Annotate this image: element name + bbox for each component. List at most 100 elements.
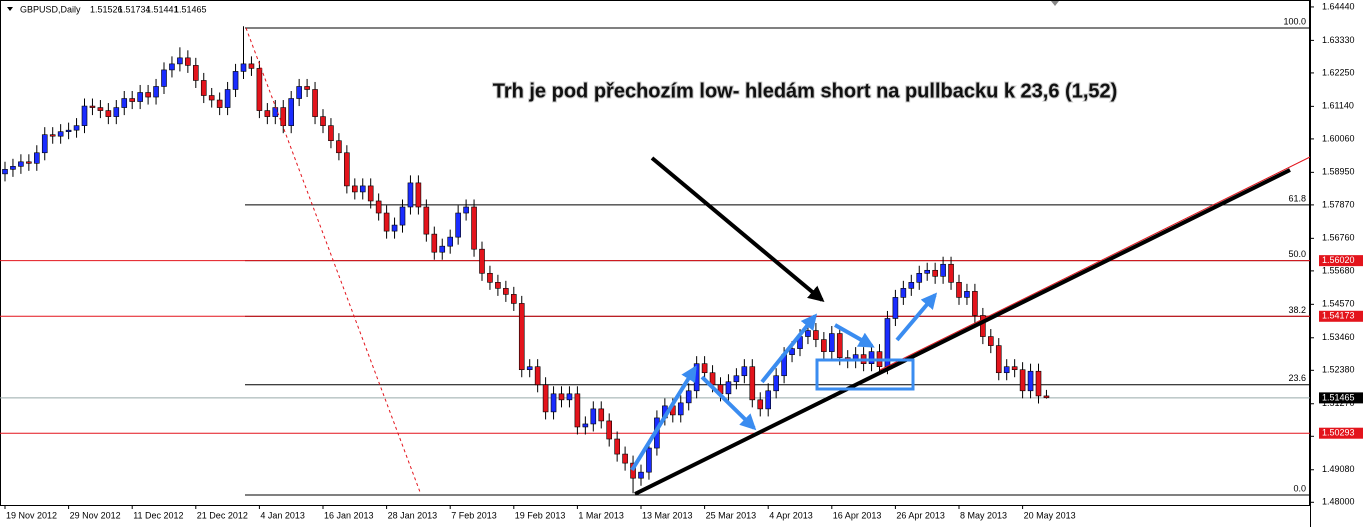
- candle-body: [495, 282, 501, 289]
- candle-body: [598, 408, 605, 422]
- trend-line: [634, 168, 1291, 496]
- candle-body: [510, 294, 517, 304]
- candle-body: [892, 297, 899, 319]
- y-tick-label: 1.60060: [1322, 133, 1355, 143]
- candle-body: [987, 336, 994, 346]
- y-tick-label: 1.53460: [1322, 332, 1355, 342]
- candle-body: [57, 131, 64, 137]
- x-tick-label: 26 Apr 2013: [896, 510, 945, 520]
- fib-label: 50.0: [1288, 249, 1306, 259]
- menu-icon: [7, 7, 13, 11]
- candle-body: [558, 393, 565, 401]
- y-tick-label: 1.57870: [1322, 199, 1355, 209]
- annotation: Trh je pod přechozím low- hledám short n…: [493, 80, 1118, 102]
- candle-body: [264, 110, 271, 117]
- x-tick-label: 16 Jan 2013: [324, 510, 374, 520]
- candle-body: [606, 420, 613, 440]
- candle-body: [542, 384, 549, 413]
- candle-body: [908, 282, 915, 289]
- ohlc: 1.51441: [146, 4, 179, 14]
- candle-body: [972, 291, 978, 316]
- fib-label: 100.0: [1283, 16, 1306, 26]
- y-tick-label: 1.49080: [1322, 464, 1355, 474]
- y-tick-label: 1.54570: [1322, 299, 1355, 309]
- candle-body: [177, 57, 183, 65]
- candle-body: [916, 272, 923, 283]
- candle-body: [312, 89, 318, 117]
- candle-body: [805, 330, 811, 337]
- candle-body: [185, 57, 191, 66]
- arrow: [834, 323, 875, 348]
- candle-body: [121, 98, 128, 108]
- candle-body: [701, 363, 708, 374]
- candle-body: [614, 438, 620, 455]
- candle-body: [232, 71, 239, 90]
- candle-body: [129, 98, 135, 102]
- candle-body: [693, 363, 700, 392]
- candle-body: [813, 330, 819, 340]
- candle-body: [399, 206, 406, 226]
- x-tick-label: 8 May 2013: [960, 510, 1007, 520]
- candle-body: [200, 80, 207, 96]
- candle-body: [208, 95, 215, 101]
- candle-body: [240, 63, 247, 72]
- candle-body: [1019, 369, 1026, 392]
- candle-body: [415, 182, 422, 208]
- candle-body: [391, 224, 398, 232]
- candle-body: [550, 393, 557, 413]
- candle-body: [344, 152, 350, 187]
- candle-body: [995, 345, 1002, 374]
- x-tick-label: 4 Jan 2013: [260, 510, 305, 520]
- candle-body: [73, 125, 80, 131]
- x-tick-label: 19 Nov 2012: [6, 510, 57, 520]
- candle-body: [1027, 370, 1034, 392]
- candle-body: [328, 125, 334, 142]
- x-tick-label: 11 Dec 2012: [133, 510, 183, 520]
- x-tick-label: 29 Nov 2012: [70, 510, 121, 520]
- candle-body: [10, 166, 16, 170]
- candle-body: [757, 399, 764, 410]
- candle-body: [868, 351, 875, 364]
- x-tick-label: 7 Feb 2013: [451, 510, 497, 520]
- x-tick-label: 4 Apr 2013: [769, 510, 813, 520]
- fib-trend-line: [245, 27, 421, 493]
- candle-body: [65, 129, 72, 132]
- trend-line-thin: [879, 156, 1311, 371]
- candle-body: [89, 105, 96, 108]
- y-tick-label: 1.64440: [1322, 1, 1355, 11]
- candle-body: [137, 92, 143, 102]
- candle-body: [677, 402, 684, 416]
- candle-body: [81, 105, 88, 126]
- arrow: [760, 313, 818, 384]
- candle-body: [41, 134, 48, 154]
- chart-title: GBPUSD,Daily: [20, 4, 81, 14]
- candle-body: [646, 447, 652, 473]
- x-tick-label: 28 Jan 2013: [388, 510, 438, 520]
- candle-body: [288, 98, 295, 126]
- candle-body: [622, 453, 628, 464]
- candle-body: [224, 89, 231, 108]
- candle-body: [49, 134, 56, 137]
- price-tag: [1319, 392, 1363, 404]
- candle-body: [1003, 366, 1010, 374]
- candle-body: [18, 161, 24, 167]
- highlight-box: [815, 358, 915, 391]
- candle-body: [479, 248, 485, 274]
- candle-body: [216, 99, 223, 108]
- candle-body: [2, 169, 8, 175]
- x-tick-label: 20 May 2013: [1024, 510, 1076, 520]
- candle-body: [145, 92, 151, 98]
- candle-body: [948, 263, 954, 283]
- candle-body: [582, 423, 589, 428]
- price-tag: [1319, 255, 1363, 267]
- candle-body: [320, 116, 326, 126]
- x-tick-label: 13 Mar 2013: [642, 510, 693, 520]
- fib-label: 23.6: [1288, 373, 1306, 383]
- candle-body: [980, 315, 986, 337]
- price-tag: [1319, 427, 1363, 439]
- arrow: [630, 365, 697, 472]
- x-tick-label: 25 Mar 2013: [706, 510, 757, 520]
- price-tag-label: 1.51465: [1322, 392, 1355, 402]
- candle-body: [383, 212, 390, 232]
- candle-body: [1035, 370, 1042, 397]
